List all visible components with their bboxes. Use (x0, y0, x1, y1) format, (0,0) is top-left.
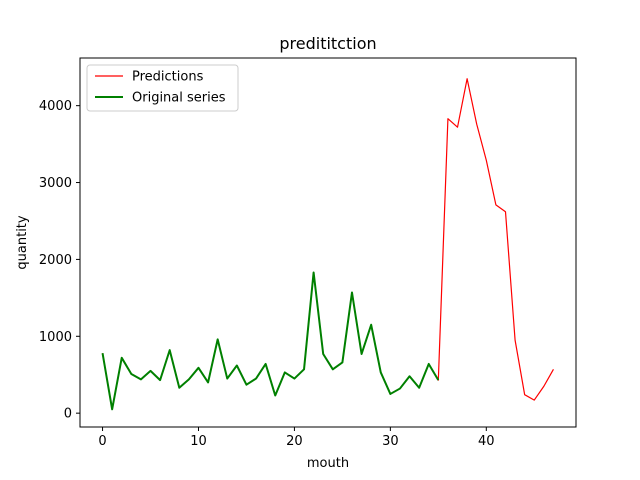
series-layer (101, 78, 554, 411)
plot-frame (79, 57, 577, 428)
y-tick-label: 2000 (39, 253, 72, 268)
legend-label-original-series: Original series (132, 91, 226, 106)
y-tick-label: 3000 (39, 176, 72, 191)
ticks-layer: 0 10 20 30 40 0 1000 2000 3000 4000 (39, 99, 495, 449)
legend: Predictions Original series (86, 64, 239, 112)
y-tick-label: 0 (64, 407, 72, 422)
legend-label-predictions: Predictions (132, 70, 204, 85)
legend-box (86, 64, 239, 112)
y-axis-label: quantity (15, 215, 30, 270)
x-tick-label: 20 (286, 434, 303, 449)
y-tick-label: 1000 (39, 330, 72, 345)
x-tick-label: 40 (478, 434, 495, 449)
chart-title: predititction (279, 34, 376, 53)
x-tick-label: 30 (382, 434, 399, 449)
x-tick-label: 0 (98, 434, 106, 449)
y-tick-label: 4000 (39, 99, 72, 114)
series-line-original-series (101, 271, 440, 411)
x-tick-label: 10 (190, 434, 207, 449)
x-axis-label: mouth (307, 456, 349, 471)
plot-background (80, 58, 576, 427)
